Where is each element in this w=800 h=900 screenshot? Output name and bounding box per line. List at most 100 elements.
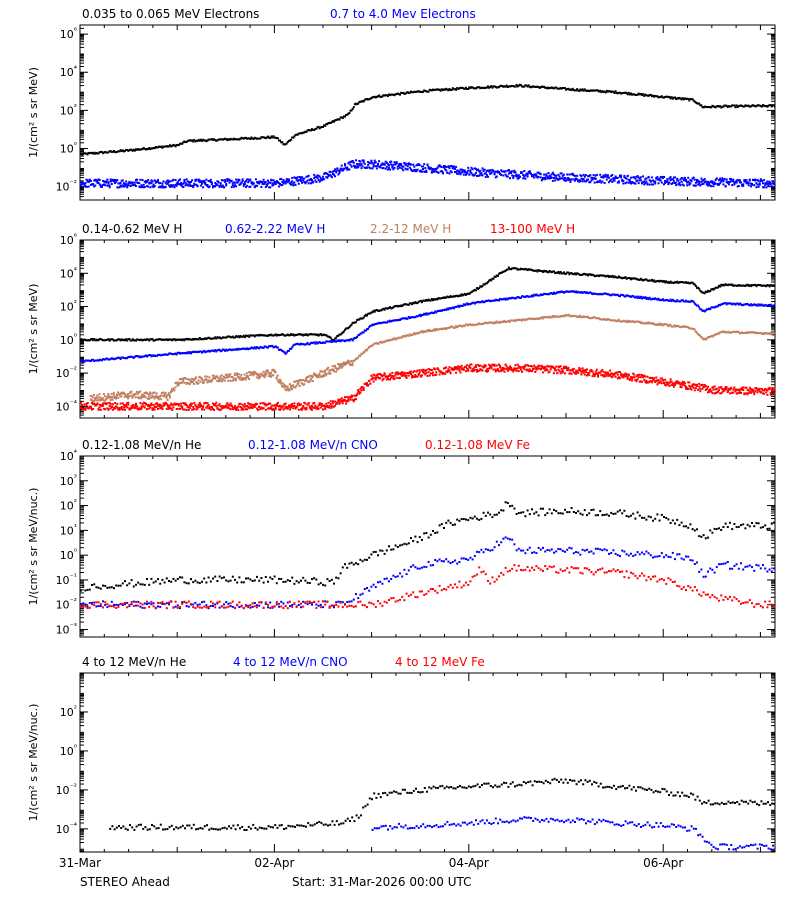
data-point <box>155 402 158 405</box>
data-point <box>161 184 164 187</box>
data-point <box>147 405 150 408</box>
data-point <box>145 392 148 395</box>
data-point <box>584 273 587 276</box>
data-point <box>706 336 709 339</box>
data-point <box>396 92 399 95</box>
data-point <box>250 372 253 375</box>
data-point <box>605 178 608 181</box>
data-point <box>331 339 334 342</box>
data-point <box>406 168 409 171</box>
data-point <box>217 408 220 411</box>
data-point <box>481 323 484 326</box>
data-point <box>175 338 178 341</box>
data-point <box>160 354 163 357</box>
data-point <box>204 378 207 381</box>
data-point <box>191 184 194 187</box>
data-point <box>569 290 572 293</box>
data-point <box>334 337 337 340</box>
data-point <box>297 408 300 411</box>
data-point <box>501 271 504 274</box>
data-point <box>137 181 140 184</box>
data-point <box>720 331 722 334</box>
data-point <box>523 175 526 178</box>
data-point <box>110 179 113 182</box>
data-point <box>445 328 447 330</box>
data-point <box>611 174 614 176</box>
data-point <box>133 355 136 358</box>
data-point <box>239 335 242 337</box>
data-point <box>366 347 369 350</box>
data-point <box>471 86 474 89</box>
data-point <box>708 290 711 293</box>
data-point <box>765 105 768 107</box>
data-point <box>285 178 288 181</box>
data-point <box>566 271 569 274</box>
data-point <box>612 177 615 180</box>
data-point <box>139 396 142 399</box>
data-point <box>583 291 586 293</box>
data-point <box>191 351 194 354</box>
data-point <box>674 182 676 184</box>
data-point <box>590 179 593 182</box>
data-point <box>110 396 113 399</box>
data-point <box>223 379 226 382</box>
data-point <box>195 351 198 354</box>
data-point <box>308 179 311 182</box>
data-point <box>122 182 125 185</box>
data-point <box>619 174 621 177</box>
data-point <box>377 342 380 345</box>
data-point <box>460 325 463 328</box>
data-point <box>380 322 383 325</box>
data-point <box>110 393 113 396</box>
data-point <box>102 152 104 155</box>
data-point <box>340 167 343 170</box>
data-point <box>557 87 560 90</box>
data-point <box>371 323 374 326</box>
data-point <box>119 407 122 410</box>
data-point <box>256 346 258 349</box>
data-point <box>574 315 577 318</box>
data-point <box>158 182 161 185</box>
data-point <box>82 185 85 188</box>
data-point <box>375 342 378 344</box>
data-point <box>556 271 559 274</box>
data-point <box>340 363 343 366</box>
data-point <box>528 317 531 320</box>
data-point <box>363 166 366 169</box>
data-point <box>502 270 505 273</box>
data-point <box>338 364 341 367</box>
data-point <box>372 165 375 168</box>
data-point <box>650 176 653 179</box>
data-point <box>130 394 133 397</box>
data-point <box>686 97 689 100</box>
data-point <box>339 401 342 404</box>
data-point <box>197 138 200 141</box>
data-point <box>230 186 233 189</box>
data-point <box>561 272 564 275</box>
data-point <box>575 290 577 293</box>
data-point <box>720 106 723 109</box>
data-point <box>452 165 455 168</box>
data-point <box>560 177 563 180</box>
data-point <box>604 318 607 321</box>
data-point <box>704 309 707 312</box>
data-point <box>454 88 456 91</box>
data-point <box>262 334 265 337</box>
data-point <box>192 378 194 381</box>
data-point <box>80 181 82 184</box>
data-point <box>495 320 498 323</box>
data-point <box>193 182 196 185</box>
data-point <box>109 338 112 341</box>
data-point <box>447 308 450 311</box>
data-point <box>191 408 194 411</box>
data-point <box>140 395 143 398</box>
data-point <box>516 319 519 322</box>
data-point <box>219 184 222 187</box>
data-point <box>470 166 473 169</box>
data-point <box>208 337 211 340</box>
data-point <box>765 304 768 307</box>
data-point <box>509 268 511 271</box>
data-point <box>661 298 664 301</box>
data-point <box>638 179 641 182</box>
data-point <box>613 293 616 296</box>
